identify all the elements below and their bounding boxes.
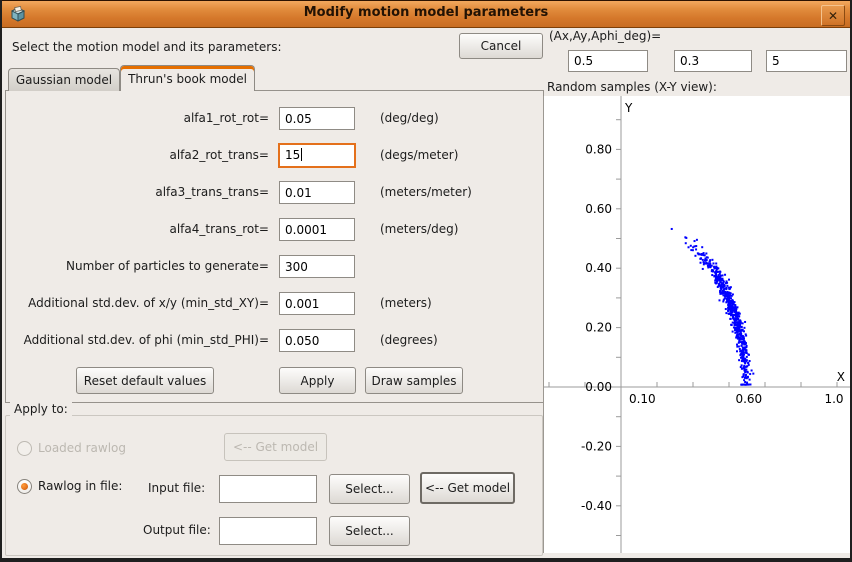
svg-text:-0.40: -0.40: [581, 499, 612, 513]
axy-label: (Ax,Ay,Aphi_deg)=: [549, 29, 662, 43]
svg-text:0.40: 0.40: [585, 261, 612, 275]
rawlog-in-file-radio[interactable]: [17, 479, 32, 494]
titlebar: Modify motion model parameters ✕: [2, 0, 850, 28]
samples-plot-panel: 0.80 0.60 0.40 0.20 0.00 -0.20 -0.40 0.10 0.60 1.…: [543, 96, 850, 553]
alfa1-input[interactable]: [279, 107, 355, 130]
alfa3-unit: (meters/meter): [380, 185, 472, 199]
instruction-label: Select the motion model and its paramete…: [12, 40, 282, 54]
alfa2-input[interactable]: 15: [278, 143, 356, 168]
alfa2-unit: (degs/meter): [380, 148, 459, 162]
svg-text:0.80: 0.80: [585, 142, 612, 156]
get-model-loaded-button: <-- Get model: [224, 433, 327, 461]
svg-text:0.20: 0.20: [585, 321, 612, 335]
alfa2-value: 15: [285, 148, 301, 162]
get-model-file-button[interactable]: <-- Get model: [420, 472, 515, 504]
apply-to-groupbox: [5, 415, 543, 556]
xy-scatter-plot: 0.80 0.60 0.40 0.20 0.00 -0.20 -0.40 0.10 0.60 1.…: [544, 96, 850, 553]
motion-model-tab-panel: [5, 90, 544, 403]
svg-text:0.60: 0.60: [585, 202, 612, 216]
output-select-button[interactable]: Select...: [329, 516, 410, 546]
draw-samples-button[interactable]: Draw samples: [365, 367, 463, 394]
loaded-rawlog-label: Loaded rawlog: [38, 441, 126, 455]
tab-gaussian-model[interactable]: Gaussian model: [8, 68, 120, 91]
output-file-label: Output file:: [143, 523, 211, 537]
ax-input[interactable]: [568, 50, 648, 72]
alfa3-label: alfa3_trans_trans=: [155, 185, 269, 199]
reset-default-values-button[interactable]: Reset default values: [76, 367, 214, 394]
alfa1-unit: (deg/deg): [380, 111, 439, 125]
minstd-xy-unit: (meters): [380, 296, 432, 310]
plot-title: Random samples (X-Y view):: [547, 80, 717, 94]
svg-text:-0.20: -0.20: [581, 439, 612, 453]
window-title: Modify motion model parameters: [303, 5, 549, 20]
minstd-xy-input[interactable]: [279, 292, 355, 315]
ay-input[interactable]: [674, 50, 752, 72]
svg-text:Y: Y: [624, 101, 633, 115]
input-select-button[interactable]: Select...: [329, 474, 410, 504]
rawlog-in-file-label: Rawlog in file:: [38, 479, 123, 493]
app-cube-icon: [10, 5, 26, 22]
close-icon[interactable]: ✕: [821, 5, 845, 26]
particles-input[interactable]: [279, 255, 355, 278]
text-caret: [301, 148, 303, 161]
minstd-phi-unit: (degrees): [380, 333, 438, 347]
loaded-rawlog-radio[interactable]: [17, 441, 32, 456]
aphi-input[interactable]: [766, 50, 847, 72]
output-file-field[interactable]: [219, 517, 317, 545]
svg-text:0.60: 0.60: [735, 392, 762, 406]
cancel-button[interactable]: Cancel: [459, 33, 543, 59]
minstd-phi-label: Additional std.dev. of phi (min_std_PHI)…: [23, 333, 269, 347]
alfa3-input[interactable]: [279, 181, 355, 204]
alfa4-input[interactable]: [279, 218, 355, 241]
svg-text:0.10: 0.10: [629, 392, 656, 406]
apply-to-label: Apply to:: [10, 402, 72, 416]
minstd-phi-input[interactable]: [279, 329, 355, 352]
tab-thruns-book-model[interactable]: Thrun's book model: [120, 65, 255, 91]
alfa1-label: alfa1_rot_rot=: [183, 111, 269, 125]
alfa4-label: alfa4_trans_rot=: [169, 222, 269, 236]
alfa4-unit: (meters/deg): [380, 222, 459, 236]
particles-label: Number of particles to generate=: [65, 259, 269, 273]
alfa2-label: alfa2_rot_trans=: [169, 148, 269, 162]
input-file-field[interactable]: [219, 475, 317, 503]
apply-button[interactable]: Apply: [279, 367, 356, 394]
input-file-label: Input file:: [148, 481, 206, 495]
svg-text:1.0: 1.0: [824, 392, 843, 406]
svg-text:0.00: 0.00: [585, 380, 612, 394]
minstd-xy-label: Additional std.dev. of x/y (min_std_XY)=: [28, 296, 269, 310]
svg-text:X: X: [837, 370, 845, 384]
